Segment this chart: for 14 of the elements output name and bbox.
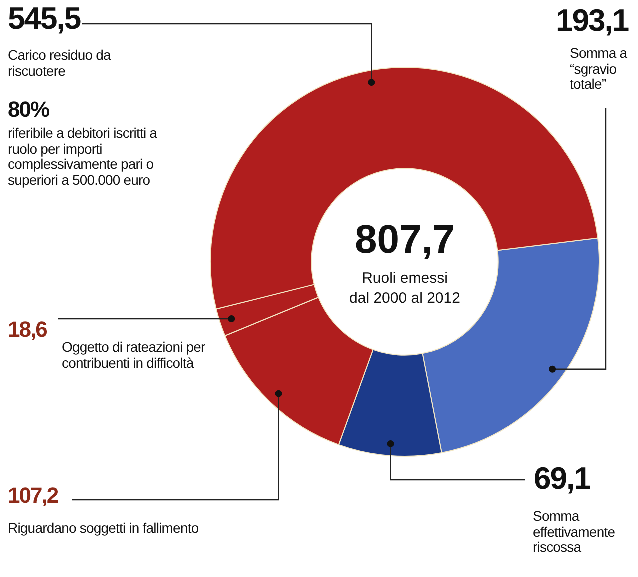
data-label: 193,1	[556, 3, 629, 39]
text: Carico residuo da riscuotere	[8, 47, 112, 80]
slice-label: Somma a “sgravio totale”	[570, 45, 628, 94]
text: 80%	[8, 97, 50, 123]
text: 807,7	[354, 218, 456, 262]
data-label: 18,6	[8, 317, 47, 343]
text: riferibile a debitori iscritti a ruolo per importi complessivamente pari o superiori a 500.000 euro	[8, 125, 158, 189]
text: Ruoli emessi dal 2000 al 2012	[350, 270, 460, 308]
data-label: 107,2	[8, 483, 58, 509]
text: 545,5	[8, 1, 81, 37]
slice-label: Oggetto di rateazioni per contribuenti in difficoltà	[62, 339, 206, 372]
slice-label: Riguardano soggetti in fallimento	[8, 520, 200, 537]
data-label: 69,1	[534, 461, 590, 497]
slice-label: Somma effettivamente riscossa	[533, 508, 616, 556]
